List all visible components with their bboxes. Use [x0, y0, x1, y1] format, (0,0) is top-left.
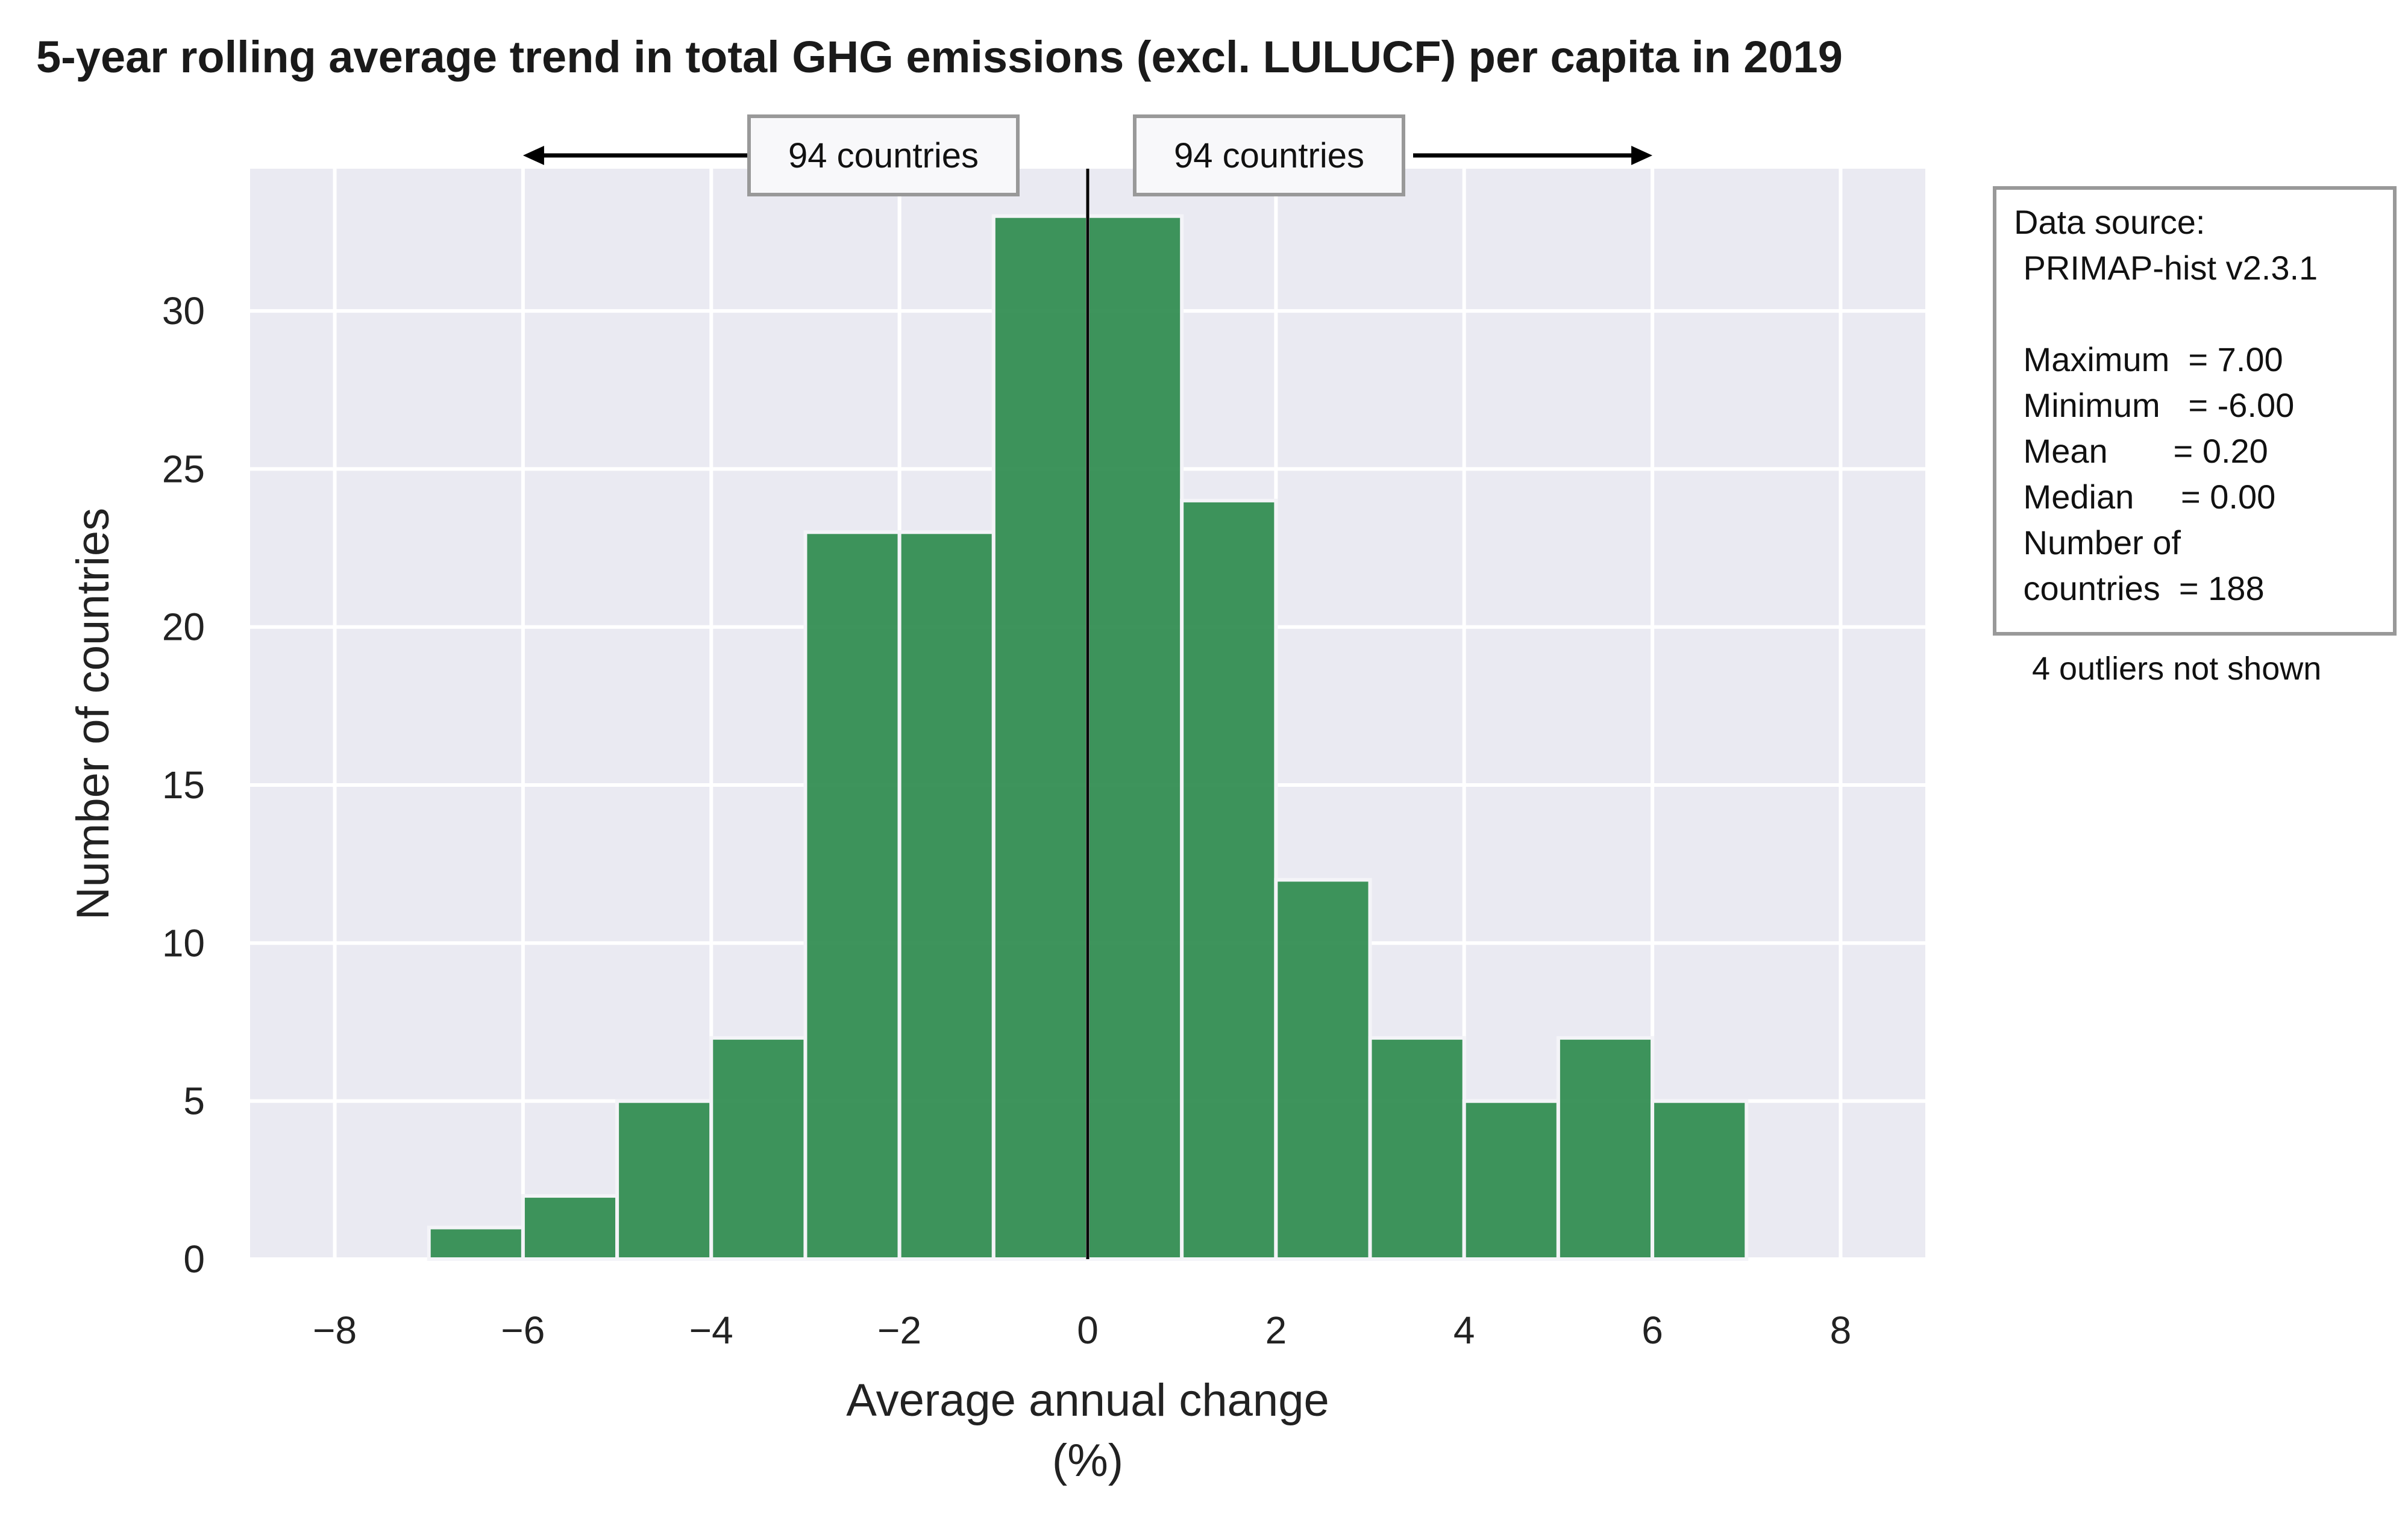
x-tick-label: 0	[1077, 1309, 1099, 1352]
y-tick-label: 30	[162, 289, 205, 333]
histogram-bar	[1556, 1036, 1655, 1262]
info-box-lines: Data source: PRIMAP-hist v2.3.1 Maximum …	[2014, 203, 2318, 607]
info-box-line: Median = 0.00	[2014, 478, 2275, 516]
histogram-bars	[427, 214, 1749, 1262]
info-box-line: Maximum = 7.00	[2014, 340, 2283, 378]
y-axis-label: Number of countries	[67, 508, 119, 920]
y-axis-ticks: 0 5 10 15 20 25 30	[162, 289, 205, 1281]
annotation-group: 94 countries 94 countries	[522, 114, 1653, 196]
right-count-box	[1133, 114, 1405, 196]
y-tick-label: 5	[183, 1080, 205, 1123]
x-tick-label: 2	[1265, 1309, 1287, 1352]
info-box-frame	[1993, 186, 2397, 636]
x-tick-label: −8	[313, 1309, 357, 1352]
histogram-bar	[897, 530, 995, 1261]
histogram-bar	[1368, 1036, 1466, 1262]
histogram-bar	[1086, 214, 1184, 1261]
x-tick-label: 8	[1830, 1309, 1852, 1352]
right-arrow-head	[1631, 146, 1653, 165]
histogram-bar	[991, 214, 1090, 1261]
info-box-line: Data source:	[2014, 203, 2206, 241]
x-tick-label: 4	[1453, 1309, 1475, 1352]
x-tick-label: −6	[501, 1309, 545, 1352]
x-axis-label: Average annual change	[846, 1375, 1329, 1426]
x-tick-label: −4	[689, 1309, 733, 1352]
histogram-bar	[521, 1194, 619, 1262]
histogram-bar	[1462, 1099, 1560, 1261]
left-count-label: 94 countries	[788, 136, 979, 175]
y-tick-label: 10	[162, 921, 205, 965]
x-axis-label-unit: (%)	[1052, 1435, 1123, 1486]
info-box: Data source: PRIMAP-hist v2.3.1 Maximum …	[1993, 186, 2397, 687]
y-tick-label: 15	[162, 763, 205, 807]
histogram-bar	[615, 1099, 713, 1261]
info-box-line: Minimum = -6.00	[2014, 386, 2294, 424]
left-arrow-head	[522, 146, 544, 165]
x-tick-label: 6	[1641, 1309, 1663, 1352]
chart-title: 5-year rolling average trend in total GH…	[36, 32, 1843, 82]
outliers-note: 4 outliers not shown	[2032, 651, 2321, 687]
x-axis-ticks: −8 −6 −4 −2 0 2 4 6 8	[313, 1309, 1851, 1352]
histogram-bar	[803, 530, 901, 1261]
histogram-bar	[1180, 498, 1278, 1262]
histogram-bar	[709, 1036, 807, 1262]
histogram-bar	[1651, 1099, 1749, 1261]
y-tick-label: 20	[162, 605, 205, 649]
y-tick-label: 25	[162, 447, 205, 490]
histogram-bar	[1274, 878, 1372, 1262]
info-box-line: Mean = 0.20	[2014, 432, 2268, 470]
right-count-label: 94 countries	[1174, 136, 1364, 175]
info-box-line: Number of	[2014, 524, 2181, 561]
left-count-box	[747, 114, 1020, 196]
y-tick-label: 0	[183, 1237, 205, 1281]
info-box-line: PRIMAP-hist v2.3.1	[2014, 249, 2318, 287]
info-box-line: countries = 188	[2014, 569, 2265, 607]
histogram-bar	[427, 1225, 525, 1262]
x-tick-label: −2	[877, 1309, 921, 1352]
